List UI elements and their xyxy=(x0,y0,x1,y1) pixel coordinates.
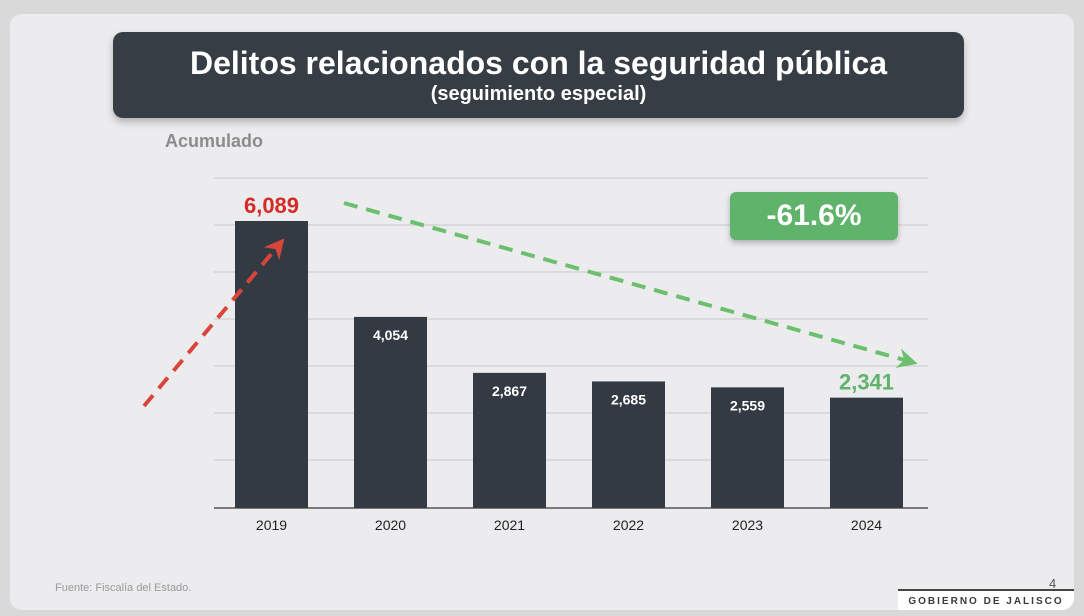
chart-title: Delitos relacionados con la seguridad pú… xyxy=(189,45,888,81)
chart-subtitle: (seguimiento especial) xyxy=(430,83,647,105)
down-trend-arrow xyxy=(343,201,918,368)
title-bar: Delitos relacionados con la seguridad pú… xyxy=(113,32,964,118)
bar-2023 xyxy=(711,387,784,508)
bar-2024 xyxy=(830,397,903,508)
data-label: 2,867 xyxy=(492,383,527,399)
y-axis-label: Acumulado xyxy=(165,131,264,151)
bar-chart: 2019 6,089 2020 4,054 2021 2,867 2022 2,685 2023… xyxy=(142,177,928,533)
data-label: 6,089 xyxy=(244,193,299,218)
slide: Delitos relacionados con la seguridad pú… xyxy=(10,14,1074,610)
data-label: 4,054 xyxy=(373,327,408,343)
gobierno-jalisco-logo: GOBIERNO DE JALISCO xyxy=(898,589,1074,610)
x-tick-label: 2023 xyxy=(732,517,763,533)
x-tick-label: 2024 xyxy=(851,517,882,533)
up-trend-arrow xyxy=(142,238,285,408)
x-tick-label: 2021 xyxy=(494,517,525,533)
source-note: Fuente: Fiscalía del Estado. xyxy=(55,582,192,594)
change-badge: -61.6% xyxy=(730,192,898,240)
data-label: 2,685 xyxy=(611,391,646,407)
x-tick-label: 2020 xyxy=(375,517,406,533)
bar-2022 xyxy=(592,381,665,508)
data-label: 2,559 xyxy=(730,397,765,413)
x-tick-label: 2022 xyxy=(613,517,644,533)
bar-2020 xyxy=(354,316,427,508)
data-label: 2,341 xyxy=(839,370,894,395)
bar-2019 xyxy=(235,221,308,508)
x-tick-label: 2019 xyxy=(256,517,287,533)
bar-2021 xyxy=(473,372,546,508)
page-number: 4 xyxy=(1049,576,1057,591)
